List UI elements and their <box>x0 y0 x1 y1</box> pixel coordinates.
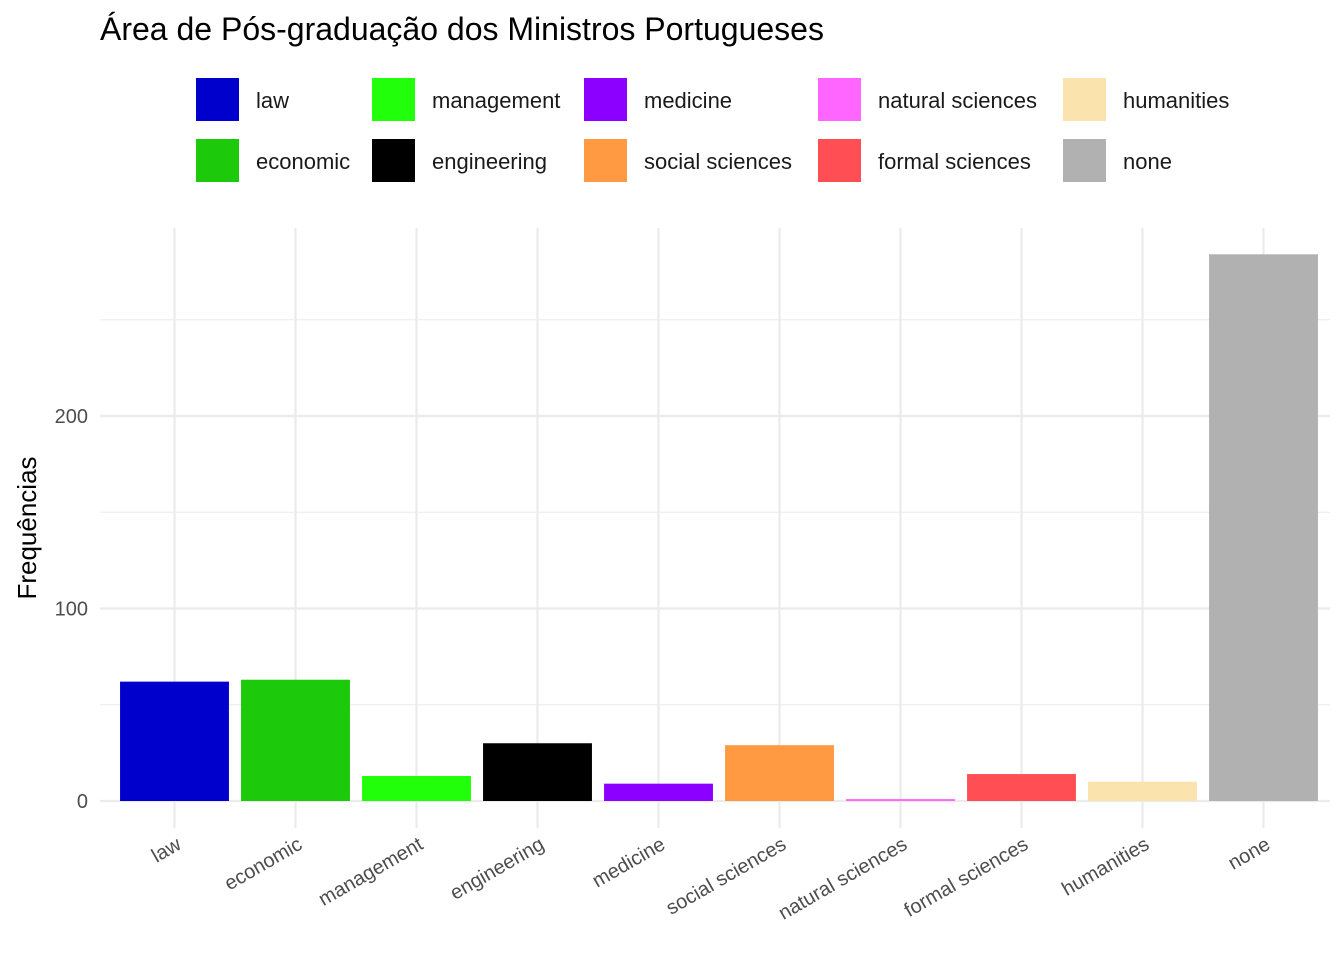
bar-law <box>120 681 229 801</box>
legend-item-humanities: humanities <box>1063 78 1229 121</box>
legend-label: management <box>432 88 560 113</box>
bar-humanities <box>1088 781 1197 801</box>
legend-swatch <box>196 139 239 182</box>
legend-swatch <box>818 139 861 182</box>
legend-label: economic <box>256 149 350 174</box>
bar-engineering <box>483 743 592 801</box>
legend-swatch <box>584 78 627 121</box>
x-tick-label-humanities: humanities <box>1058 833 1153 900</box>
legend-label: formal sciences <box>878 149 1031 174</box>
bar-natural-sciences <box>846 799 955 801</box>
x-tick-label-medicine: medicine <box>589 833 669 892</box>
legend-swatch <box>196 78 239 121</box>
x-tick-label-law: law <box>148 833 185 867</box>
bars <box>120 254 1318 802</box>
legend-label: medicine <box>644 88 732 113</box>
x-tick-label-formal-sciences: formal sciences <box>901 833 1032 922</box>
legend-item-engineering: engineering <box>372 139 547 182</box>
legend-label: law <box>256 88 289 113</box>
x-tick-label-engineering: engineering <box>446 833 548 904</box>
bar-formal-sciences <box>967 774 1076 801</box>
chart-title: Área de Pós-graduação dos Ministros Port… <box>100 11 824 47</box>
bar-management <box>362 775 471 801</box>
y-tick-label: 200 <box>55 406 88 428</box>
grid <box>100 228 1330 828</box>
legend-swatch <box>372 139 415 182</box>
legend-item-social-sciences: social sciences <box>584 139 792 182</box>
legend-item-economic: economic <box>196 139 350 182</box>
legend-swatch <box>1063 139 1106 182</box>
x-tick-label-natural-sciences: natural sciences <box>775 833 911 924</box>
legend-label: natural sciences <box>878 88 1037 113</box>
x-tick-label-none: none <box>1224 833 1274 874</box>
y-tick-label: 0 <box>77 791 88 813</box>
bar-medicine <box>604 783 713 801</box>
legend: law management medicine natural sciences hum… <box>196 78 1229 182</box>
x-tick-label-social-sciences: social sciences <box>663 833 790 919</box>
y-axis-ticks: 0 100 200 <box>55 406 88 813</box>
legend-swatch <box>584 139 627 182</box>
x-tick-label-economic: economic <box>221 833 306 895</box>
bar-none <box>1209 254 1318 802</box>
legend-label: humanities <box>1123 88 1229 113</box>
legend-label: social sciences <box>644 149 792 174</box>
bar-economic <box>241 679 350 801</box>
y-tick-label: 100 <box>55 599 88 621</box>
legend-item-management: management <box>372 78 560 121</box>
legend-swatch <box>818 78 861 121</box>
legend-label: engineering <box>432 149 547 174</box>
legend-item-medicine: medicine <box>584 78 732 121</box>
legend-item-natural-sciences: natural sciences <box>818 78 1037 121</box>
x-tick-label-management: management <box>315 833 427 911</box>
legend-item-formal-sciences: formal sciences <box>818 139 1031 182</box>
legend-label: none <box>1123 149 1172 174</box>
legend-swatch <box>1063 78 1106 121</box>
bar-social-sciences <box>725 745 834 801</box>
legend-item-law: law <box>196 78 289 121</box>
x-axis-ticks: law economic management engineering medicine… <box>148 833 1274 925</box>
legend-swatch <box>372 78 415 121</box>
legend-item-none: none <box>1063 139 1172 182</box>
y-axis-title: Frequências <box>12 456 42 599</box>
